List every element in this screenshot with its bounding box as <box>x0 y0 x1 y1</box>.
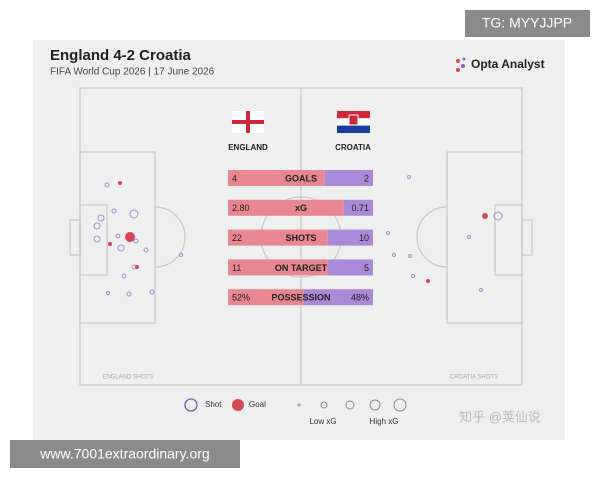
stat-label: xG <box>295 203 307 213</box>
legend-shot-icon <box>184 398 198 412</box>
shots <box>93 175 503 297</box>
title: England 4-2 Croatia <box>50 47 192 64</box>
away-bar <box>324 170 373 186</box>
croatia-flag <box>337 111 370 133</box>
home-value: 11 <box>232 263 241 273</box>
home-bar <box>228 259 328 276</box>
away-value: 2 <box>364 173 369 183</box>
legend-goal-icon <box>232 399 244 411</box>
stats-table: 4 GOALS 2 2.80 xG 0.71 22 SHOTS 10 11 ON TARGET 5 52… <box>228 170 373 306</box>
away-value: 0.71 <box>351 203 369 213</box>
legend-shot: Shot <box>205 400 222 409</box>
away-value: 10 <box>359 233 369 243</box>
home-bar <box>228 289 304 306</box>
logo: Opta Analyst <box>456 57 545 72</box>
away-team: CROATIA <box>335 143 371 152</box>
england-flag <box>232 111 264 133</box>
away-bar <box>303 289 373 306</box>
stat-label: POSSESSION <box>271 293 330 303</box>
away-value: 5 <box>364 263 369 273</box>
watermark-box <box>10 440 240 468</box>
home-bar <box>228 199 344 216</box>
home-value: 22 <box>232 233 242 243</box>
legend-low: Low xG <box>309 417 336 426</box>
away-shots-label: CROATIA SHOTS <box>450 375 498 381</box>
subtitle: FIFA World Cup 2026 | 17 June 2026 <box>50 67 215 78</box>
home-value: 2.80 <box>232 203 250 213</box>
away-bar <box>327 259 373 276</box>
stat-label: GOALS <box>285 173 317 183</box>
stat-label: ON TARGET <box>275 263 328 273</box>
home-shots-label: ENGLAND SHOTS <box>102 375 153 381</box>
watermark: TG: MYYJJPP <box>482 15 572 31</box>
stat-label: SHOTS <box>285 233 316 243</box>
watermark: www.7001extraordinary.org <box>39 446 209 462</box>
home-team: ENGLAND <box>228 143 268 152</box>
home-value: 52% <box>232 293 250 303</box>
watermark: 知乎 @荚仙说 <box>459 409 541 424</box>
home-value: 4 <box>232 173 237 183</box>
away-value: 48% <box>351 293 369 303</box>
home-bar <box>228 229 328 246</box>
away-bar <box>327 229 373 246</box>
xg-scale <box>297 398 407 412</box>
away-bar <box>343 199 373 216</box>
watermark-box <box>465 10 590 37</box>
legend-high: High xG <box>370 417 399 426</box>
home-bar <box>228 170 325 186</box>
legend-goal: Goal <box>249 400 266 409</box>
logo-text: Opta Analyst <box>471 57 545 71</box>
goals <box>108 181 488 283</box>
